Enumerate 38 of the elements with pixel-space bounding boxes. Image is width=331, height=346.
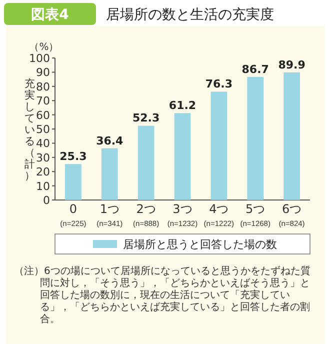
y-tick-label: 30 bbox=[36, 151, 50, 164]
bar bbox=[101, 148, 118, 200]
x-tick-label: 2つ (n=888) bbox=[133, 202, 160, 228]
y-tick-label: 50 bbox=[36, 123, 50, 136]
text: （注）6つの場について居場所になっていると思うかをたずねた質問に対し，「そう思う」，「どちらかといえばそう思う」と回答した場の数別に，現在の生活について「充実している」，「どちらかといえば充実している」と回答した者の割合。 bbox=[14, 266, 312, 326]
y-tick-label: 70 bbox=[36, 94, 50, 108]
y-tick-label: 40 bbox=[36, 137, 50, 150]
y-tick-label: 0 bbox=[43, 194, 50, 207]
x-tick-label: 1つ (n=341) bbox=[96, 202, 124, 228]
bar bbox=[247, 76, 264, 200]
data-label: 25.3 bbox=[60, 150, 87, 164]
chart-title: 居場所の数と生活の充実度 bbox=[106, 7, 274, 23]
bar bbox=[65, 164, 82, 200]
bar bbox=[138, 126, 154, 200]
data-label: 86.7 bbox=[242, 62, 269, 76]
legend-label: 居場所と思うと回答した場の数 bbox=[123, 238, 277, 251]
y-tick-label: 100 bbox=[29, 52, 50, 65]
x-tick-label: 3つ (n=1232) bbox=[167, 202, 198, 228]
bar bbox=[284, 72, 300, 200]
y-tick-label: 60 bbox=[36, 108, 50, 122]
x-tick-label: 4つ (n=1222) bbox=[204, 202, 235, 228]
bar bbox=[210, 92, 228, 200]
y-tick-label: 80 bbox=[36, 80, 50, 94]
data-label: 36.4 bbox=[96, 134, 124, 148]
x-tick-label: 6つ (n=824) bbox=[278, 202, 306, 228]
data-label: 89.9 bbox=[278, 58, 306, 72]
data-label: 76.3 bbox=[205, 78, 232, 91]
text: 充実している（計） bbox=[24, 78, 36, 182]
text: （%） bbox=[29, 42, 59, 53]
y-tick-label: 90 bbox=[36, 66, 50, 80]
y-tick-label: 10 bbox=[36, 180, 50, 193]
x-tick-label: 0 (n=225) bbox=[60, 202, 87, 228]
y-tick-label: 20 bbox=[36, 166, 50, 179]
data-label: 61.2 bbox=[168, 99, 196, 112]
bar bbox=[174, 113, 191, 200]
chart-subtitle: 図表4 bbox=[31, 7, 70, 23]
data-label: 52.3 bbox=[132, 112, 160, 125]
x-tick-label: 5つ (n=1268) bbox=[240, 202, 271, 228]
